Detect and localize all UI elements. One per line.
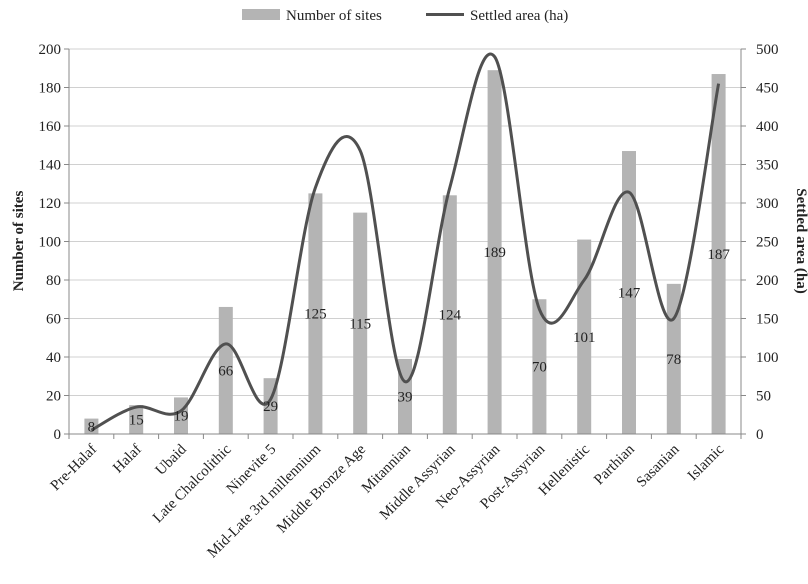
category-label: Pre-Halaf [48, 442, 101, 495]
bar-data-label: 70 [532, 360, 547, 376]
bar-data-label: 115 [349, 316, 371, 332]
left-tick-label: 80 [46, 273, 61, 289]
right-tick-label: 50 [756, 389, 771, 405]
legend-line-label: Settled area (ha) [470, 8, 568, 24]
bar [308, 193, 323, 434]
left-tick-label: 180 [39, 81, 62, 97]
bar [532, 299, 547, 434]
bar-data-label: 124 [439, 308, 462, 324]
category-label: Late Chalcolithic [150, 441, 235, 526]
bar [577, 239, 592, 434]
bar [442, 195, 457, 434]
left-tick-label: 20 [46, 389, 61, 405]
bar-data-label: 39 [398, 389, 413, 405]
y-axis-title-right: Settled area (ha) [793, 188, 808, 294]
left-tick-label: 100 [39, 235, 62, 251]
bar-data-label: 29 [263, 399, 278, 415]
left-tick-label: 60 [46, 312, 61, 328]
left-tick-label: 200 [39, 42, 62, 58]
left-tick-label: 40 [46, 350, 61, 366]
bar [84, 418, 99, 434]
bar-data-label: 19 [174, 409, 189, 425]
right-tick-label: 250 [756, 235, 779, 251]
bar-data-label: 125 [304, 307, 327, 323]
left-axis-ticks: 0 20 40 60 80 100 120 140 160 180 200 [39, 42, 69, 443]
category-label: Sasanian [634, 441, 683, 490]
bar [622, 151, 636, 434]
left-tick-label: 0 [54, 427, 62, 443]
right-tick-label: 500 [756, 42, 779, 58]
category-label: Ubaid [153, 441, 191, 479]
bars [84, 70, 726, 435]
category-label: Middle Bronze Age [274, 441, 369, 536]
right-tick-label: 0 [756, 427, 764, 443]
legend: Number of sites Settled area (ha) [242, 8, 568, 24]
line-layer [90, 52, 721, 432]
bar-data-label: 66 [218, 363, 234, 379]
right-tick-label: 300 [756, 196, 779, 212]
bar-data-label: 101 [573, 330, 596, 346]
bar [487, 70, 502, 435]
category-label: Islamic [685, 441, 728, 484]
bar [129, 405, 144, 434]
bar-data-label: 187 [707, 247, 730, 263]
right-tick-label: 450 [756, 81, 779, 97]
category-label: Parthian [591, 441, 638, 488]
category-label: Halaf [110, 442, 145, 477]
data-labels: 8 15 19 66 29 125 115 39 124 189 70 101 147 78 187 [88, 245, 731, 435]
left-tick-label: 120 [39, 196, 62, 212]
right-tick-label: 150 [756, 312, 779, 328]
right-tick-label: 100 [756, 350, 779, 366]
bar-data-label: 78 [666, 352, 681, 368]
bar [353, 212, 368, 434]
right-axis-ticks: 0 50 100 150 200 250 300 350 400 450 500 [741, 42, 779, 443]
right-tick-label: 350 [756, 158, 779, 174]
gridlines [69, 48, 741, 396]
y-axis-title-left: Number of sites [11, 191, 27, 292]
right-tick-label: 400 [756, 119, 779, 135]
bar [218, 306, 233, 434]
legend-bar-label: Number of sites [286, 8, 382, 24]
legend-bar-swatch [242, 9, 280, 20]
bar-data-label: 147 [618, 286, 641, 302]
left-tick-label: 160 [39, 119, 62, 135]
settled-area-line [90, 52, 721, 432]
bar-data-label: 189 [483, 245, 506, 261]
left-tick-label: 140 [39, 158, 62, 174]
bar-data-label: 15 [129, 413, 144, 429]
right-tick-label: 200 [756, 273, 779, 289]
bar [711, 74, 726, 435]
bar-data-label: 8 [88, 419, 96, 435]
